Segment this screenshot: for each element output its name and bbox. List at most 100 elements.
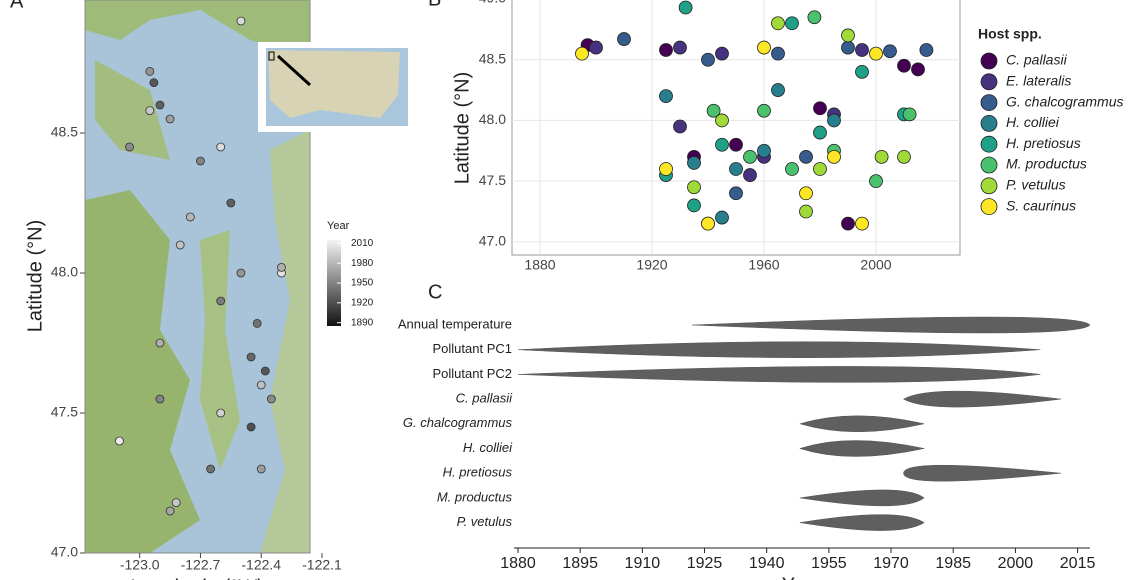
colorbar-tick-label: 1920: [351, 297, 374, 308]
inset-map: [258, 42, 410, 132]
density-shape: [517, 341, 1041, 358]
legend-label: C. pallasii: [1006, 52, 1068, 68]
point: [841, 28, 855, 43]
point: [678, 0, 693, 15]
point: [799, 186, 813, 201]
row-label: Pollutant PC1: [433, 341, 513, 356]
x-tick-label: 1985: [935, 555, 971, 572]
point: [246, 422, 256, 432]
point: [807, 10, 822, 25]
point: [771, 46, 785, 61]
point: [165, 506, 175, 516]
y-tick-label: 48.0: [479, 111, 506, 127]
legend-swatch: [980, 156, 998, 174]
point: [659, 89, 673, 104]
point: [256, 464, 266, 474]
legend-label: H. pretiosus: [1006, 135, 1081, 151]
density-shape: [903, 464, 1062, 482]
legend-label: P. vetulus: [1006, 177, 1066, 193]
point: [226, 198, 236, 208]
panel-label: A: [10, 0, 24, 12]
legend-label: M. productus: [1006, 156, 1087, 172]
x-tick-label: 2015: [1060, 555, 1096, 572]
colorbar: [327, 240, 341, 326]
x-tick-label: 1895: [562, 555, 598, 572]
point: [252, 318, 262, 328]
point: [687, 198, 701, 213]
point: [206, 464, 215, 474]
point: [185, 212, 195, 222]
density-shape: [799, 440, 925, 457]
point: [729, 137, 743, 152]
legend-label: S. caurinus: [1006, 197, 1076, 213]
x-tick-label: 1925: [687, 555, 723, 572]
point: [729, 162, 743, 176]
point: [919, 43, 934, 57]
point: [827, 149, 841, 164]
panel-a-frame: [84, 0, 311, 554]
point: [246, 352, 256, 362]
row-label: Annual temperature: [398, 316, 512, 331]
point: [149, 78, 159, 87]
point: [175, 240, 185, 250]
points: [115, 16, 286, 516]
point: [827, 113, 841, 128]
y-tick-label: 49.0: [479, 0, 506, 6]
point: [115, 436, 124, 446]
legend-swatch: [980, 177, 998, 195]
y-axis-title: Latitude (°N): [24, 220, 46, 333]
point: [874, 149, 889, 164]
point: [715, 137, 729, 152]
y-tick-label: 48.0: [51, 264, 78, 280]
point: [799, 204, 813, 219]
point: [701, 216, 715, 231]
x-tick-label: 1955: [811, 555, 847, 572]
legend-label: H. colliei: [1006, 114, 1060, 130]
row-label: P. vetulus: [457, 514, 513, 529]
x-tick-label: -122.1: [302, 557, 342, 573]
x-tick-label: 1970: [873, 555, 909, 572]
density-shape: [799, 489, 925, 507]
point: [196, 156, 205, 166]
density-shape: [692, 316, 1091, 334]
point: [743, 168, 757, 182]
point: [743, 149, 757, 164]
point: [155, 338, 165, 348]
colorbar-tick-label: 2010: [351, 238, 374, 249]
point: [659, 162, 673, 176]
x-tick-label: -122.4: [241, 557, 281, 573]
panel-label: B: [428, 0, 441, 10]
y-tick-label: 48.5: [479, 50, 506, 66]
x-tick-label: 1880: [524, 257, 555, 273]
legend-label: G. chalcogrammus: [1006, 93, 1123, 109]
point: [813, 162, 827, 176]
row-label: C. pallasii: [456, 391, 513, 406]
point: [701, 52, 715, 67]
point: [902, 107, 917, 122]
y-tick-label: 47.5: [479, 172, 506, 188]
point: [855, 43, 869, 57]
point: [687, 156, 701, 170]
point: [659, 43, 673, 57]
legend-swatch: [980, 52, 998, 70]
point: [715, 210, 729, 225]
point: [785, 16, 799, 31]
point: [277, 262, 286, 272]
colorbar-tick-label: 1980: [351, 258, 374, 269]
x-axis-title: Year: [782, 574, 823, 580]
density-shape: [902, 390, 1062, 408]
point: [165, 114, 175, 124]
point: [855, 64, 869, 79]
point: [256, 380, 266, 390]
colorbar-title: Year: [327, 220, 350, 232]
x-tick-label: -122.7: [181, 557, 221, 573]
point: [855, 216, 869, 231]
point: [236, 16, 246, 26]
row-label: Pollutant PC2: [433, 366, 513, 381]
x-tick-label: 1940: [749, 555, 785, 572]
x-tick-label: 2000: [998, 555, 1034, 572]
point: [673, 40, 687, 55]
point: [869, 174, 883, 189]
point: [813, 101, 827, 116]
